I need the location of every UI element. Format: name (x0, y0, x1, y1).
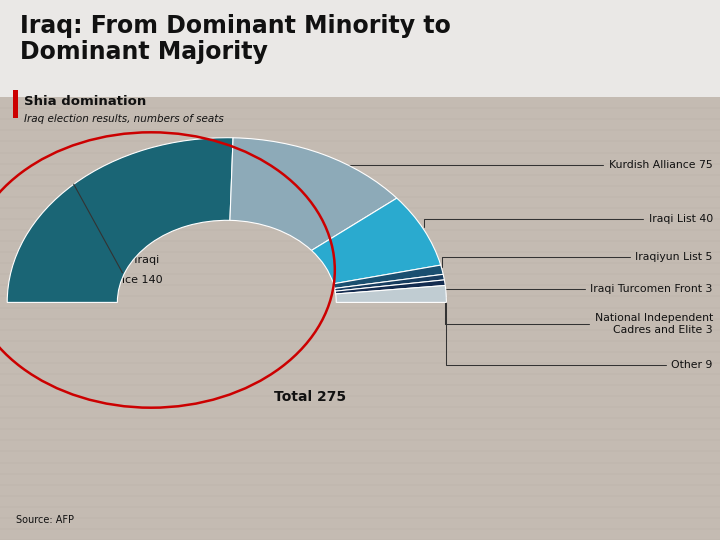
Text: Iraqi Turcomen Front 3: Iraqi Turcomen Front 3 (444, 280, 713, 294)
Wedge shape (333, 265, 444, 288)
Wedge shape (336, 286, 446, 302)
Text: Shia domination: Shia domination (24, 95, 146, 108)
Text: Other 9: Other 9 (446, 296, 713, 369)
Text: Iraq: From Dominant Minority to: Iraq: From Dominant Minority to (20, 14, 451, 37)
Text: Source: AFP: Source: AFP (16, 515, 74, 525)
Bar (0, 0, 720, 97)
Text: National Independent
Cadres and Elite 3: National Independent Cadres and Elite 3 (445, 286, 713, 335)
Text: Iraqiyun List 5: Iraqiyun List 5 (442, 252, 713, 267)
Text: Dominant Majority: Dominant Majority (20, 40, 268, 64)
Wedge shape (312, 198, 441, 284)
Wedge shape (230, 138, 397, 251)
Wedge shape (335, 274, 444, 291)
Text: Kurdish Alliance 75: Kurdish Alliance 75 (324, 157, 713, 170)
Text: United Iraqi: United Iraqi (94, 254, 159, 265)
Wedge shape (7, 138, 233, 302)
Bar (13, 90, 18, 118)
Text: Iraqi List 40: Iraqi List 40 (424, 214, 713, 227)
Text: Iraq election results, numbers of seats: Iraq election results, numbers of seats (24, 114, 223, 125)
Wedge shape (336, 280, 445, 294)
Bar (0, 97, 720, 540)
Text: Alliance 140: Alliance 140 (94, 275, 162, 286)
Text: Total 275: Total 275 (274, 390, 346, 404)
